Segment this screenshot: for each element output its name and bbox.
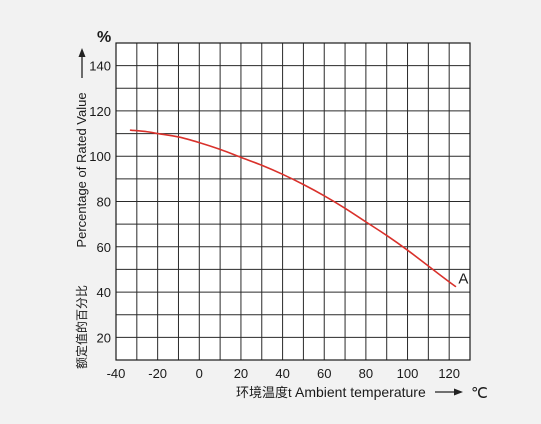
- x-axis-label-en: Ambient temperature: [295, 384, 426, 400]
- y-axis-arrow: [78, 48, 86, 78]
- x-tick-label: 20: [234, 366, 248, 381]
- y-axis-unit: %: [97, 29, 111, 46]
- y-axis-label-en: Percentage of Rated Value: [74, 92, 89, 247]
- x-tick-label: -40: [107, 366, 126, 381]
- x-tick-label: 0: [196, 366, 203, 381]
- y-tick-label: 120: [89, 104, 111, 119]
- series-layer: [129, 129, 457, 288]
- x-tick-label: -20: [148, 366, 167, 381]
- y-tick-label: 20: [97, 330, 111, 345]
- x-axis-label-cn: 环境温度t: [236, 385, 292, 400]
- y-tick-label: 80: [97, 195, 111, 210]
- x-axis-ticks: -40 -20 0 20 40 60 80 100 120: [107, 366, 460, 381]
- y-tick-label: 100: [89, 149, 111, 164]
- x-tick-label: 80: [359, 366, 373, 381]
- x-tick-label: 40: [275, 366, 289, 381]
- grid: [115, 42, 471, 361]
- x-axis-arrow: [435, 388, 463, 396]
- x-axis-unit: ℃: [471, 385, 488, 402]
- y-tick-label: 140: [89, 59, 111, 74]
- x-tick-label: 120: [438, 366, 460, 381]
- plot-border: [115, 42, 471, 361]
- y-axis-label-cn: 额定值的百分比: [74, 285, 89, 369]
- y-tick-label: 40: [97, 285, 111, 300]
- y-axis-ticks: 20 40 60 80 100 120 140: [89, 59, 111, 346]
- x-tick-label: 100: [397, 366, 419, 381]
- y-tick-label: 60: [97, 240, 111, 255]
- series-line: [129, 129, 457, 288]
- x-tick-label: 60: [317, 366, 331, 381]
- curve-annotation-a: A: [458, 270, 468, 287]
